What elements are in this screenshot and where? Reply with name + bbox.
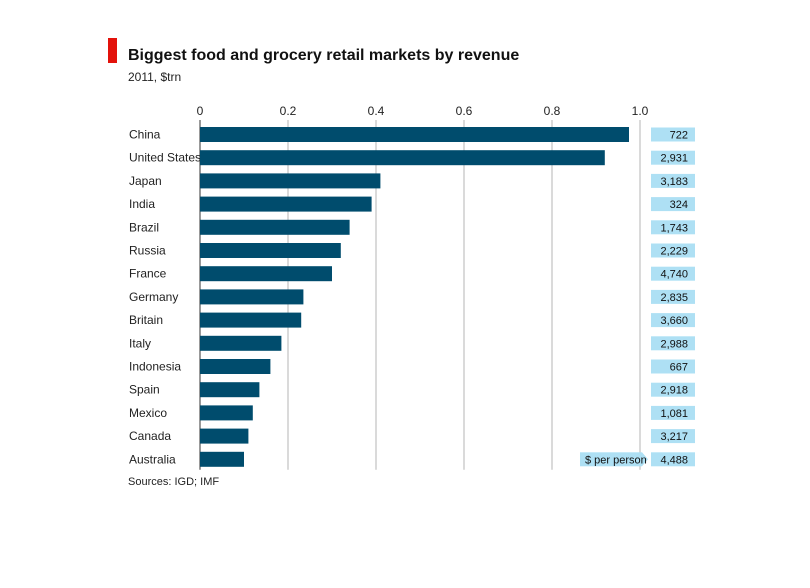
bar bbox=[200, 359, 271, 374]
bar bbox=[200, 150, 605, 166]
bar bbox=[200, 289, 304, 305]
category-labels: China United States Japan India Brazil Russia… bbox=[129, 128, 201, 467]
per-person-value: 2,229 bbox=[660, 246, 688, 258]
per-person-box bbox=[651, 127, 695, 142]
x-tick-label: 0.6 bbox=[456, 104, 473, 118]
bar bbox=[200, 335, 282, 351]
per-person-box bbox=[651, 220, 695, 235]
x-tick-label: 0.8 bbox=[544, 104, 561, 118]
per-person-box bbox=[651, 173, 695, 188]
per-person-box bbox=[651, 452, 695, 467]
bar bbox=[200, 312, 302, 328]
per-person-value: 3,217 bbox=[660, 431, 688, 443]
category-label: Britain bbox=[129, 313, 163, 327]
per-person-value: 2,931 bbox=[660, 153, 688, 165]
per-person-tag bbox=[580, 452, 642, 467]
per-person-tag-arrow bbox=[642, 452, 648, 467]
accent-bar bbox=[108, 38, 117, 63]
x-tick-label: 1.0 bbox=[632, 104, 649, 118]
per-person-value: 3,183 bbox=[660, 176, 688, 188]
per-person-box bbox=[651, 150, 695, 165]
per-person-value: 722 bbox=[670, 130, 688, 142]
category-label: Germany bbox=[129, 290, 178, 304]
per-person-value: 2,918 bbox=[660, 385, 688, 397]
x-tick-label: 0.2 bbox=[280, 104, 297, 118]
per-person-box bbox=[651, 197, 695, 212]
category-label: Mexico bbox=[129, 406, 167, 420]
per-person-value: 324 bbox=[670, 199, 688, 211]
x-tick-label: 0 bbox=[197, 104, 204, 118]
per-person-box bbox=[651, 289, 695, 304]
x-tick-label: 0.4 bbox=[368, 104, 385, 118]
category-label: China bbox=[129, 128, 161, 142]
per-person-note: $ per person bbox=[580, 452, 648, 467]
bar bbox=[200, 428, 249, 444]
per-person-value: 4,740 bbox=[660, 269, 688, 281]
x-tick-labels: 0 0.2 0.4 0.6 0.8 1.0 bbox=[197, 104, 649, 118]
category-label: Canada bbox=[129, 429, 171, 443]
bar bbox=[200, 382, 260, 398]
per-person-box bbox=[651, 405, 695, 420]
category-label: Australia bbox=[129, 452, 176, 466]
chart-title: Biggest food and grocery retail markets … bbox=[128, 47, 520, 64]
category-label: Russia bbox=[129, 244, 166, 258]
bar bbox=[200, 243, 341, 258]
bar bbox=[200, 405, 253, 421]
per-person-box bbox=[651, 359, 695, 374]
per-person-value: 2,835 bbox=[660, 292, 688, 304]
per-person-value: 1,081 bbox=[660, 408, 688, 420]
per-person-box bbox=[651, 313, 695, 328]
source-note: Sources: IGD; IMF bbox=[128, 476, 220, 488]
per-person-value: 2,988 bbox=[660, 338, 688, 350]
bars bbox=[200, 127, 629, 467]
per-person-value: 1,743 bbox=[660, 222, 688, 234]
per-person-tag-label: $ per person bbox=[585, 454, 647, 466]
category-label: Brazil bbox=[129, 220, 159, 234]
bar bbox=[200, 219, 350, 235]
category-label: Italy bbox=[129, 336, 151, 350]
category-label: Spain bbox=[129, 383, 160, 397]
per-person-box bbox=[651, 429, 695, 444]
category-label: France bbox=[129, 267, 167, 281]
per-person-box bbox=[651, 382, 695, 397]
bar bbox=[200, 266, 332, 282]
chart-subtitle: 2011, $trn bbox=[128, 70, 182, 84]
category-label: India bbox=[129, 197, 155, 211]
bar bbox=[200, 451, 244, 467]
bar bbox=[200, 196, 372, 212]
category-label: Japan bbox=[129, 174, 162, 188]
per-person-value: 4,488 bbox=[660, 454, 688, 466]
bar bbox=[200, 173, 381, 189]
category-label: United States bbox=[129, 151, 201, 165]
per-person-box bbox=[651, 336, 695, 351]
per-person-value: 667 bbox=[670, 362, 688, 374]
per-person-box bbox=[651, 243, 695, 258]
bar bbox=[200, 127, 629, 142]
per-person-labels: 722 2,931 3,183 324 1,743 2,229 4,740 2,835 3,66… bbox=[651, 127, 695, 467]
per-person-value: 3,660 bbox=[660, 315, 688, 327]
per-person-box bbox=[651, 266, 695, 281]
category-label: Indonesia bbox=[129, 360, 181, 374]
